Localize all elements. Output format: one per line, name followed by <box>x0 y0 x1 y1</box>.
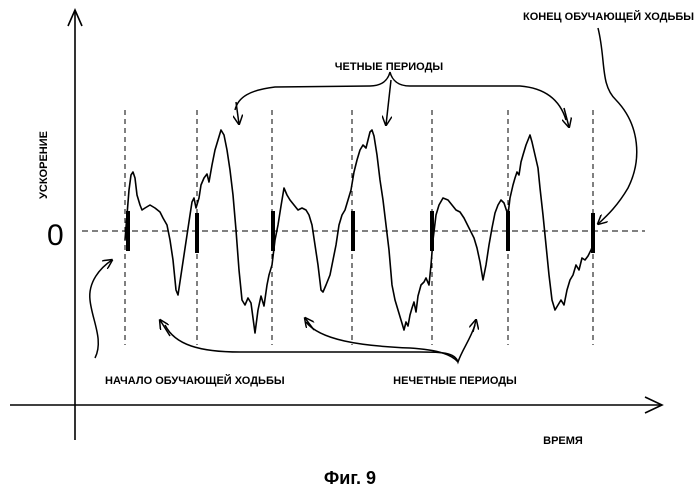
x-axis-label: ВРЕМЯ <box>543 435 583 447</box>
odd-periods-pointer <box>305 318 314 330</box>
odd-periods-label: НЕЧЕТНЫЕ ПЕРИОДЫ <box>393 375 517 387</box>
even-periods-label: ЧЕТНЫЕ ПЕРИОДЫ <box>335 61 444 73</box>
figure-caption: Фиг. 9 <box>324 468 376 488</box>
period-markers <box>128 211 593 253</box>
even-periods-pointer <box>236 102 239 124</box>
odd-periods-pointer <box>160 320 170 336</box>
end-arrow <box>598 28 637 224</box>
odd-periods-pointer <box>473 320 476 332</box>
start-arrow <box>90 260 112 358</box>
even-periods-brace <box>235 72 566 120</box>
end-label: КОНЕЦ ОБУЧАЮЩЕЙ ХОДЬБЫ <box>523 10 694 23</box>
start-label: НАЧАЛО ОБУЧАЮЩЕЙ ХОДЬБЫ <box>105 374 285 387</box>
y-axis-label: УСКОРЕНИЕ <box>38 131 50 199</box>
odd-periods-brace <box>165 325 475 362</box>
even-periods-pointer <box>386 80 391 125</box>
even-periods-arrows <box>235 72 569 127</box>
zero-label: 0 <box>47 219 64 252</box>
odd-periods-arrows <box>160 318 476 362</box>
odd-periods-brace-2 <box>306 322 458 362</box>
